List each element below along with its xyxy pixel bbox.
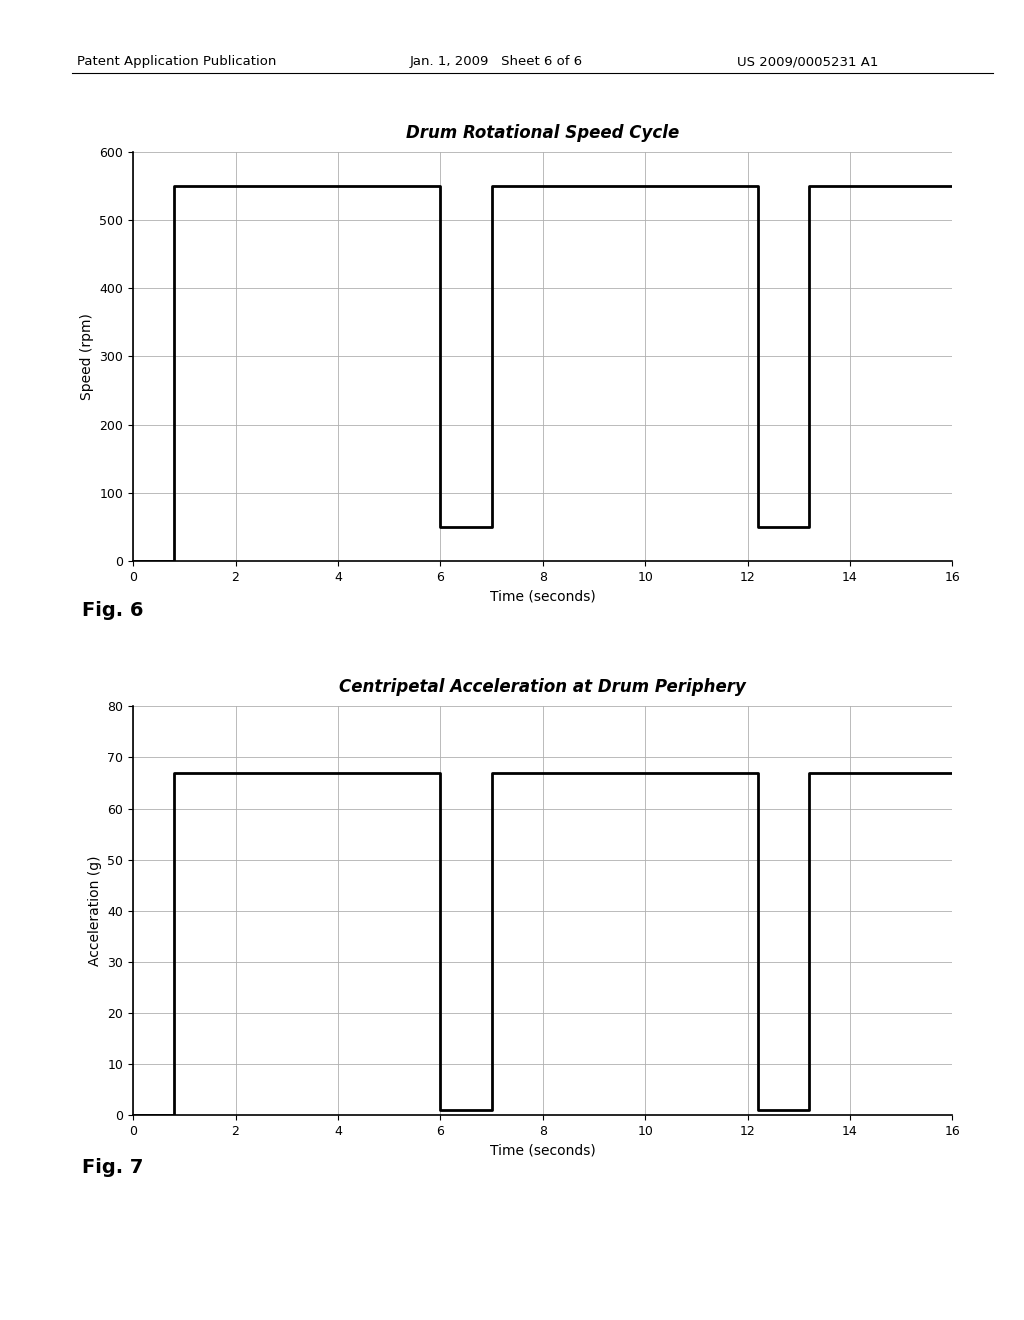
X-axis label: Time (seconds): Time (seconds) [489, 589, 596, 603]
Text: US 2009/0005231 A1: US 2009/0005231 A1 [737, 55, 879, 69]
Title: Centripetal Acceleration at Drum Periphery: Centripetal Acceleration at Drum Periphe… [339, 678, 746, 697]
Title: Drum Rotational Speed Cycle: Drum Rotational Speed Cycle [407, 124, 679, 143]
Text: Jan. 1, 2009   Sheet 6 of 6: Jan. 1, 2009 Sheet 6 of 6 [410, 55, 583, 69]
Text: Patent Application Publication: Patent Application Publication [77, 55, 276, 69]
X-axis label: Time (seconds): Time (seconds) [489, 1143, 596, 1158]
Y-axis label: Acceleration (g): Acceleration (g) [88, 855, 101, 966]
Text: Fig. 6: Fig. 6 [82, 601, 143, 619]
Text: Fig. 7: Fig. 7 [82, 1158, 143, 1176]
Y-axis label: Speed (rpm): Speed (rpm) [80, 313, 94, 400]
